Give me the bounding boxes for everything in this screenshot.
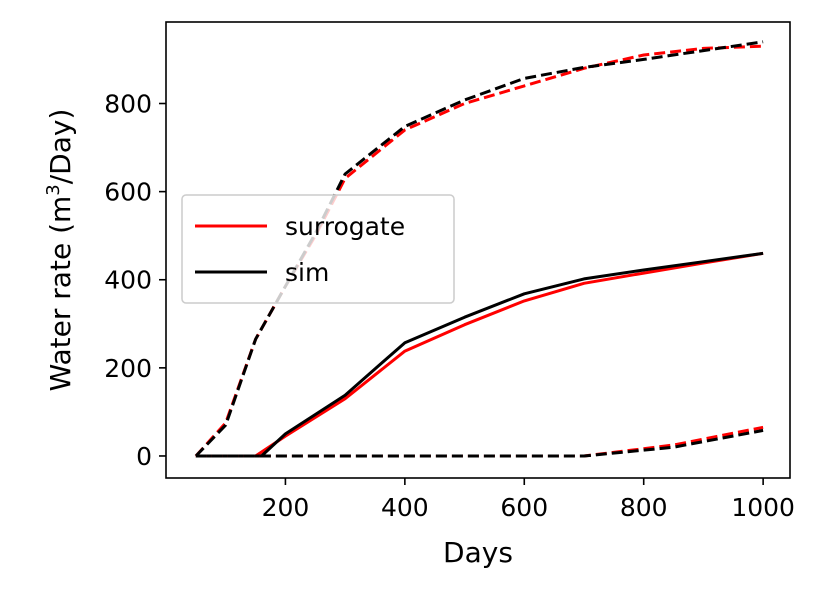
series-layer (194, 40, 764, 458)
y-axis-label-superscript: 3 (43, 184, 64, 195)
y-tick-label: 0 (136, 442, 152, 471)
series-line-sim-upper (194, 40, 764, 458)
x-tick-label: 200 (262, 493, 310, 522)
x-tick-label: 1000 (731, 493, 795, 522)
x-tick-label: 800 (620, 493, 668, 522)
y-tick-label: 800 (104, 90, 152, 119)
x-tick-label: 400 (381, 493, 429, 522)
y-tick-label: 400 (104, 266, 152, 295)
legend-box (181, 194, 455, 304)
ticks-layer: 200 400 600 800 1000 0 200 400 600 800 (104, 90, 795, 522)
legend-label-sim: sim (285, 258, 329, 287)
plot-frame (165, 21, 791, 479)
series-line-sim-middle (195, 251, 764, 458)
y-tick-label: 600 (104, 178, 152, 207)
y-axis-label-prefix: Water rate (m (44, 196, 77, 392)
legend: surrogate sim (181, 194, 455, 304)
y-tick-label: 200 (104, 354, 152, 383)
y-axis-label: Water rate (m3/Day) (43, 109, 77, 392)
x-tick-label: 600 (500, 493, 548, 522)
y-axis-label-suffix: /Day) (44, 109, 77, 185)
x-axis-label: Days (443, 536, 513, 569)
legend-label-surrogate: surrogate (285, 212, 405, 241)
